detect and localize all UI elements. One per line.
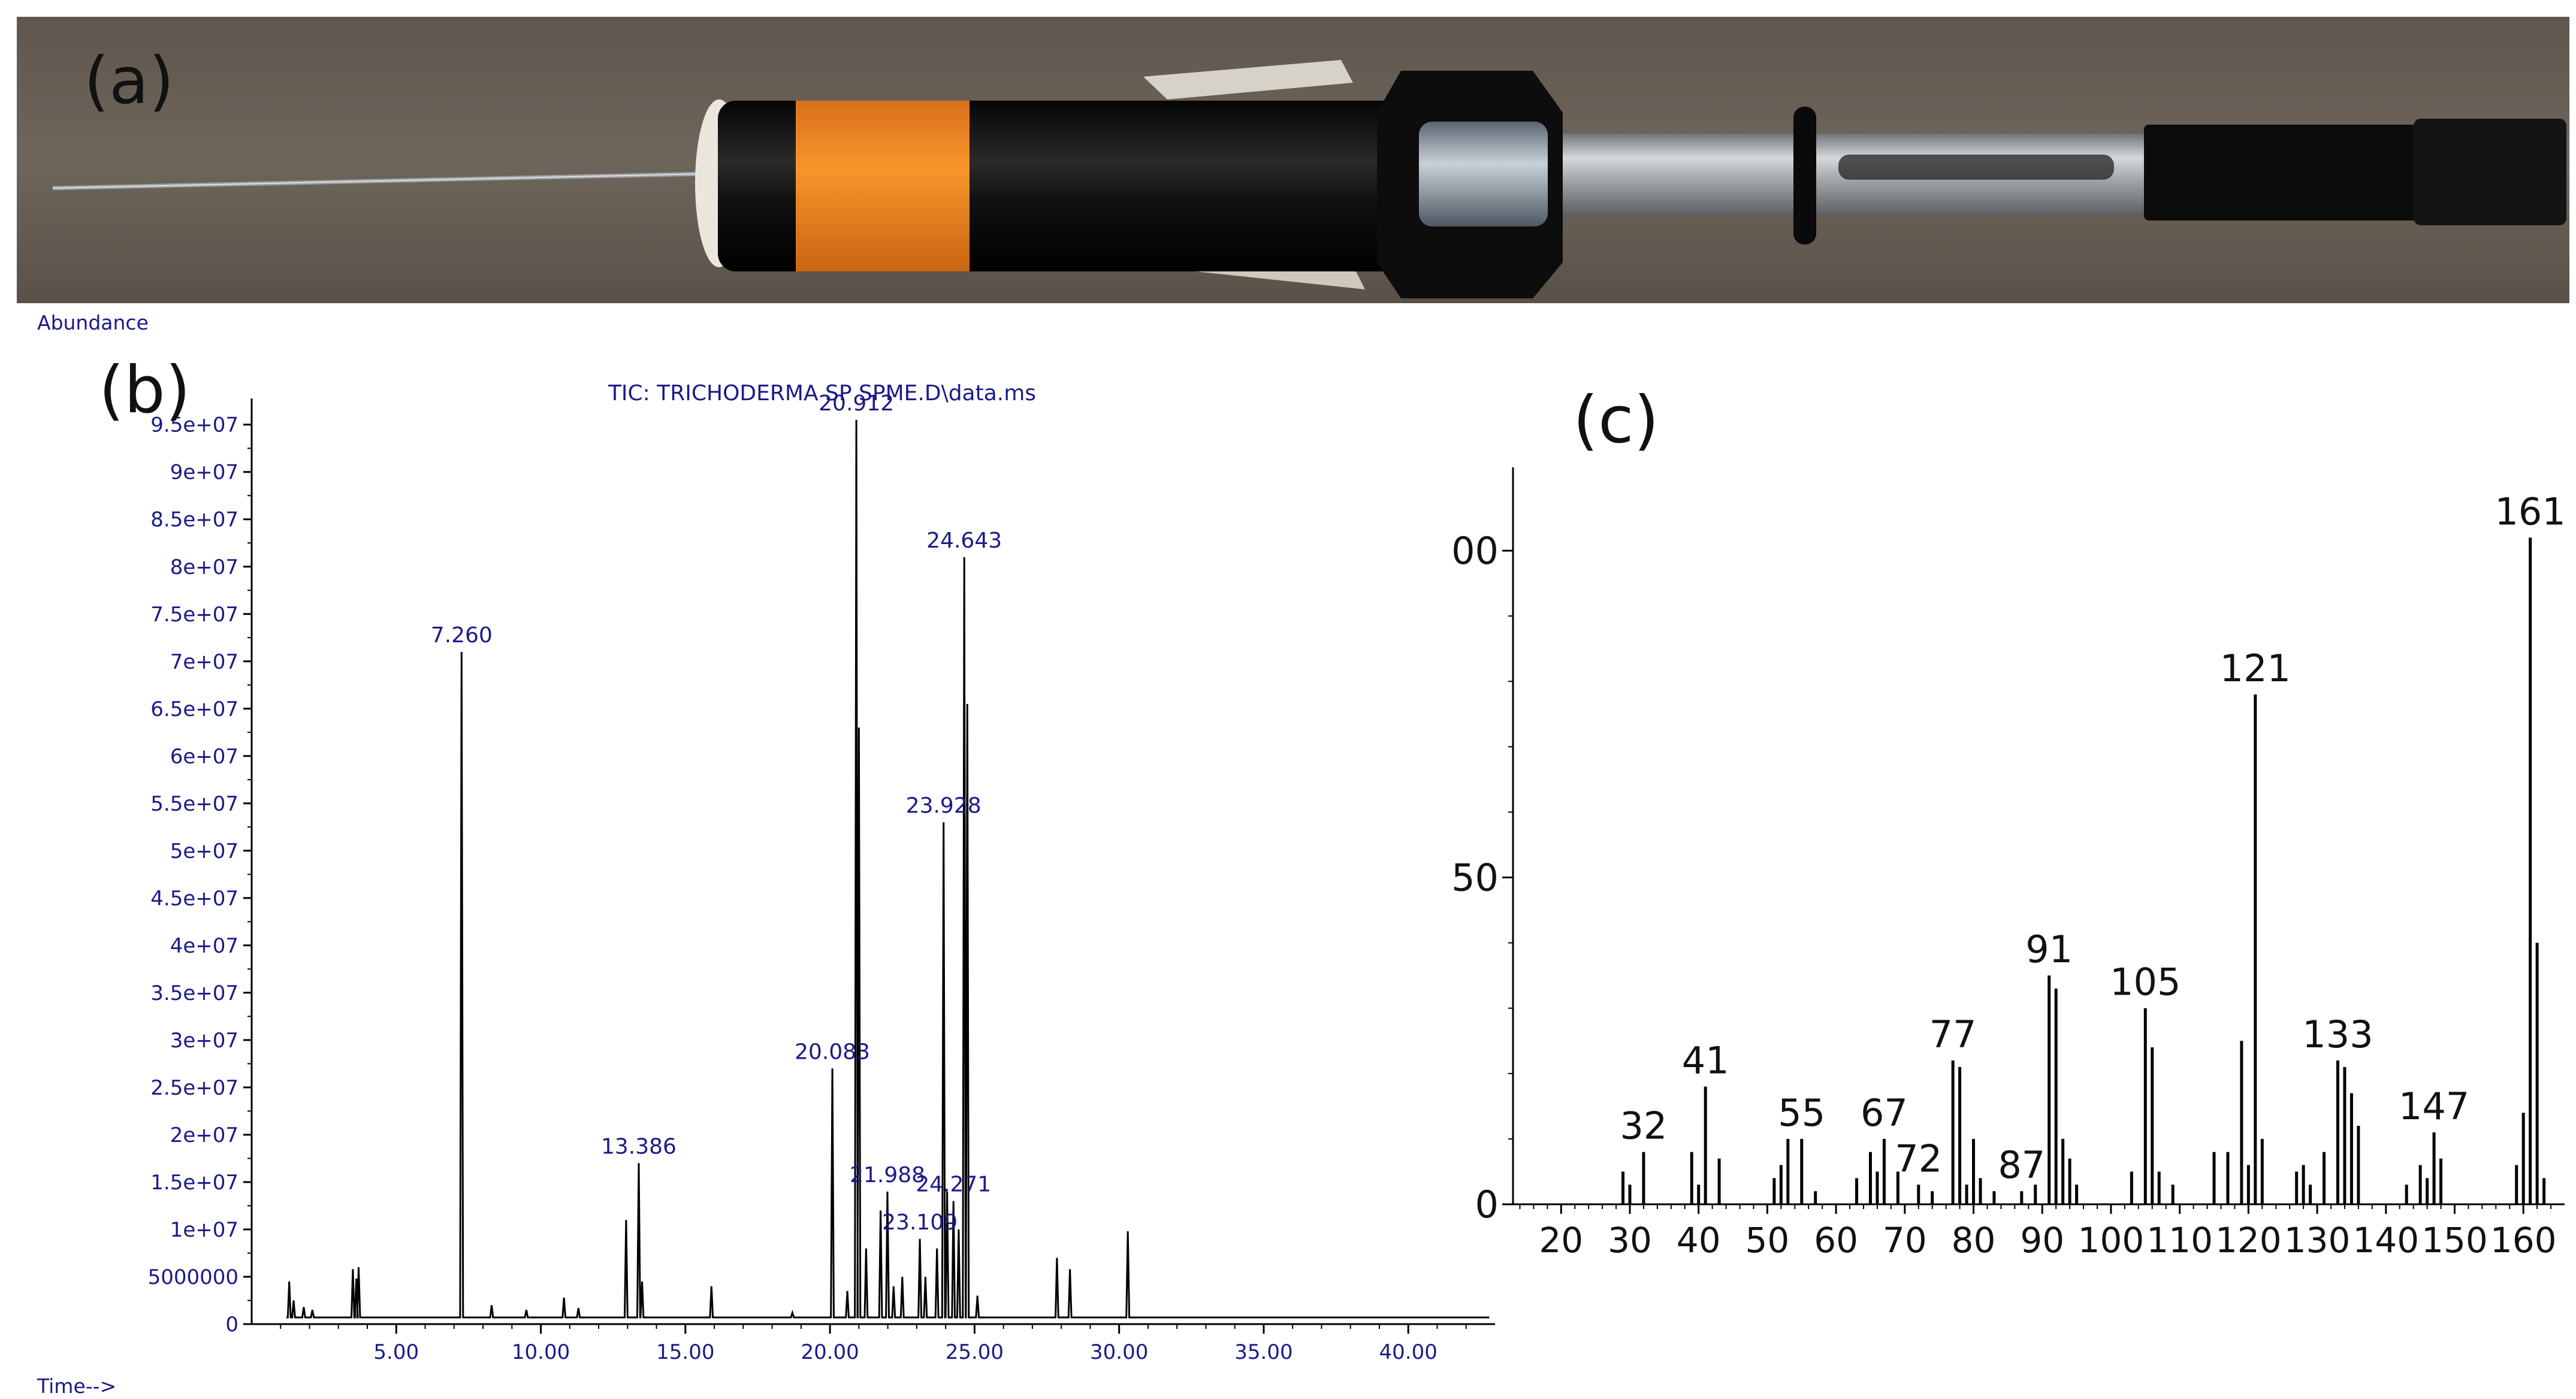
spme-holder-photo bbox=[17, 17, 2569, 303]
x-tick-label: 40 bbox=[1677, 1220, 1721, 1261]
y-tick-label: 0 bbox=[225, 1313, 238, 1337]
peak-label: 87 bbox=[1998, 1143, 2045, 1187]
chart-title: TIC: TRICHODERMA SP SPME.D\data.ms bbox=[608, 381, 1036, 406]
peak-label: 7.260 bbox=[431, 623, 493, 648]
panel-b-label: (b) bbox=[99, 353, 191, 428]
peak-label: 23.928 bbox=[906, 793, 982, 818]
x-tick-label: 30.00 bbox=[1090, 1340, 1148, 1364]
y-tick-label: 9.5e+07 bbox=[150, 413, 238, 437]
y-tick-label: 2.5e+07 bbox=[150, 1076, 238, 1100]
y-ticks: 0 5000000 1e+07 1.5e+07 2e+07 2.5e+07 3e+07 3.5… bbox=[148, 413, 252, 1337]
y-tick-label: 5.5e+07 bbox=[150, 792, 238, 816]
x-tick-label: 140 bbox=[2352, 1220, 2419, 1261]
peak-label: 32 bbox=[1620, 1104, 1667, 1148]
peak-label: 161 bbox=[2495, 490, 2565, 533]
x-tick-label: 160 bbox=[2490, 1220, 2557, 1261]
y-tick-label: 8e+07 bbox=[170, 555, 238, 579]
y-tick-label: 6e+07 bbox=[170, 745, 238, 769]
tic-chart: Abundance TIC: TRICHODERMA SP SPME.D\dat… bbox=[37, 312, 1495, 1398]
peak-label: 24.643 bbox=[926, 528, 1002, 553]
x-tick-label: 60 bbox=[1814, 1220, 1858, 1261]
y-tick-label: 5e+07 bbox=[170, 839, 238, 863]
chart-axes bbox=[1512, 467, 2565, 1205]
peak-label: 20.083 bbox=[795, 1040, 870, 1064]
x-tick-label: 15.00 bbox=[656, 1340, 714, 1364]
tic-trace bbox=[286, 419, 1490, 1319]
y-tick-label: 0 bbox=[1475, 1183, 1499, 1226]
tic-line bbox=[286, 419, 1490, 1319]
y-tick-label: 8.5e+07 bbox=[150, 508, 238, 532]
x-tick-label: 80 bbox=[1952, 1220, 1996, 1261]
y-tick-label: 7.5e+07 bbox=[150, 603, 238, 627]
y-tick-label: 3e+07 bbox=[170, 1029, 238, 1053]
x-tick-label: 120 bbox=[2215, 1220, 2282, 1261]
y-tick-label: 3.5e+07 bbox=[150, 981, 238, 1005]
x-tick-label: 130 bbox=[2284, 1220, 2351, 1261]
orange-band bbox=[796, 101, 970, 271]
x-tick-label: 5.00 bbox=[373, 1340, 419, 1364]
peak-label: 24.271 bbox=[916, 1173, 991, 1197]
peak-labels: 7.260 13.386 20.083 20.912 21.988 23.109 23.92… bbox=[431, 391, 1002, 1235]
spectrum-bars bbox=[1621, 537, 2546, 1204]
peak-label: 105 bbox=[2110, 960, 2181, 1004]
x-tick-label: 100 bbox=[2078, 1220, 2145, 1261]
y-tick-label: 1e+07 bbox=[170, 1218, 238, 1242]
y-tick-label: 5000000 bbox=[148, 1265, 238, 1289]
peak-label: 72 bbox=[1895, 1137, 1942, 1180]
peak-label: 91 bbox=[2025, 927, 2073, 971]
panel-a-label: (a) bbox=[84, 44, 174, 119]
y-tick-label: 1.5e+07 bbox=[150, 1171, 238, 1195]
peak-label: 21.988 bbox=[850, 1163, 925, 1188]
mass-spectrum-chart: 050100 203040506070809010011012013014015… bbox=[1450, 467, 2566, 1261]
peak-label: 77 bbox=[1929, 1013, 1977, 1056]
y-tick-label: 2e+07 bbox=[170, 1123, 238, 1147]
photo-panel bbox=[17, 17, 2569, 303]
y-tick-label: 4e+07 bbox=[170, 934, 238, 958]
y-tick-label: 6.5e+07 bbox=[150, 697, 238, 721]
y-tick-label: 9e+07 bbox=[170, 461, 238, 485]
x-tick-label: 35.00 bbox=[1234, 1340, 1292, 1364]
chart-axes bbox=[250, 398, 1495, 1325]
x-tick-label: 150 bbox=[2421, 1220, 2488, 1261]
peak-label: 55 bbox=[1778, 1091, 1825, 1135]
o-ring bbox=[1793, 107, 1816, 244]
peak-label: 13.386 bbox=[601, 1134, 677, 1159]
peak-label: 23.109 bbox=[882, 1210, 958, 1235]
y-tick-label: 7e+07 bbox=[170, 650, 238, 674]
x-tick-label: 50 bbox=[1745, 1220, 1790, 1261]
x-tick-label: 30 bbox=[1608, 1220, 1652, 1261]
x-ticks: 20 30 40 50 60 70 80 90 100 110 120 130 140 150 160 bbox=[1519, 1204, 2557, 1261]
x-tick-label: 10.00 bbox=[512, 1340, 570, 1364]
peak-label: 147 bbox=[2399, 1084, 2469, 1128]
panel-c-label: (c) bbox=[1573, 383, 1659, 458]
x-tick-label: 20.00 bbox=[801, 1340, 859, 1364]
y-tick-label: 4.5e+07 bbox=[150, 887, 238, 911]
y-tick-label: 50 bbox=[1451, 856, 1499, 900]
y-tick-label: 100 bbox=[1450, 529, 1499, 573]
peak-label: 67 bbox=[1861, 1091, 1908, 1135]
peak-label: 121 bbox=[2220, 646, 2291, 690]
peak-label: 133 bbox=[2302, 1013, 2373, 1056]
x-tick-label: 90 bbox=[2020, 1220, 2064, 1261]
peak-label: 41 bbox=[1682, 1039, 1729, 1083]
mass-spectrum-panel: 050100 203040506070809010011012013014015… bbox=[1450, 336, 2576, 1399]
y-ticks: 0 50 100 bbox=[1450, 529, 1513, 1226]
peak-label: 20.912 bbox=[819, 391, 894, 416]
x-tick-label: 70 bbox=[1883, 1220, 1927, 1261]
x-tick-label: 110 bbox=[2146, 1220, 2213, 1261]
x-tick-label: 20 bbox=[1539, 1220, 1583, 1261]
x-axis-label: Time--> bbox=[37, 1374, 116, 1398]
x-tick-label: 40.00 bbox=[1379, 1340, 1438, 1364]
chromatogram-panel: Abundance TIC: TRICHODERMA SP SPME.D\dat… bbox=[0, 312, 1510, 1399]
x-ticks: 5.00 10.00 15.00 20.00 25.00 30.00 35.00 40.00 bbox=[280, 1324, 1467, 1364]
y-axis-label: Abundance bbox=[37, 312, 149, 334]
x-tick-label: 25.00 bbox=[946, 1340, 1004, 1364]
